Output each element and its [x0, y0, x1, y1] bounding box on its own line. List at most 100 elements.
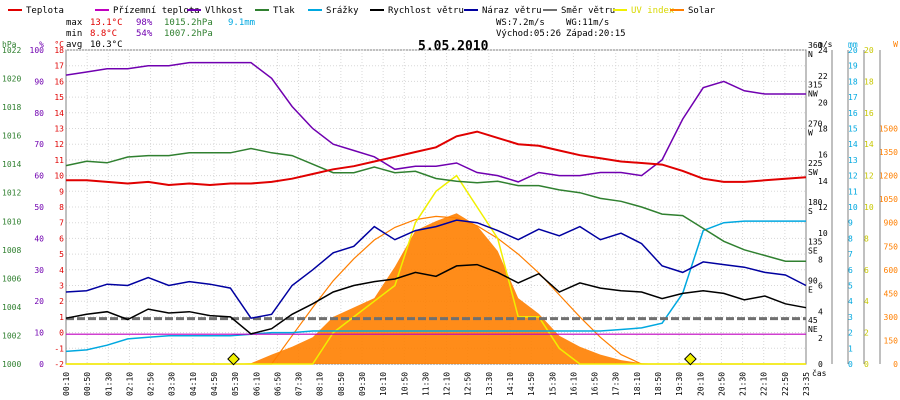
x-tick-label: 08:50: [337, 372, 346, 396]
axis-uv-tick: 14: [864, 140, 874, 149]
axis-mm-tick: 13: [848, 156, 858, 165]
axis-hpa-tick: 1006: [2, 274, 21, 283]
sunset-marker: [684, 352, 697, 366]
axis-temp-unit: °C: [54, 40, 64, 49]
stats-wind-gust: WG:11m/s: [566, 18, 609, 28]
axis-temp-tick: 3: [59, 282, 64, 291]
axis-temp-tick: 2: [59, 297, 64, 306]
axis-w-unit: W: [893, 40, 898, 49]
axis-temp-tick: 16: [54, 77, 64, 86]
axis-mm-tick: 16: [848, 109, 858, 118]
axis-ms-tick: 18: [818, 125, 828, 134]
axis-hpa-tick: 1014: [2, 160, 21, 169]
axis-direction-deg: 270: [808, 120, 823, 129]
axis-ms-tick: 22: [818, 72, 828, 81]
axis-temp-tick: -2: [54, 360, 64, 369]
axis-temp-tick: 0: [59, 329, 64, 338]
legend-item-uv: UV index: [613, 6, 675, 16]
axis-mm-tick: 15: [848, 125, 858, 134]
axis-direction-label: N: [808, 50, 813, 59]
x-tick-label: 06:50: [273, 372, 282, 396]
sunrise-marker: [227, 352, 240, 366]
axis-uv: 0 2 4 6 8 10 12 14 16 18 20: [864, 46, 874, 369]
axis-temp-tick: 4: [59, 266, 64, 275]
axis-temp-tick: 14: [54, 109, 64, 118]
axis-ms-tick: 12: [818, 203, 828, 212]
axis-mm-tick: 8: [848, 234, 853, 243]
stats-rain-total: 9.1mm: [228, 18, 255, 28]
stats-min-label: min: [66, 29, 82, 39]
axis-w-tick: 1200: [879, 172, 898, 181]
x-tick-label: 20:10: [696, 372, 705, 396]
axis-mm-tick: 17: [848, 93, 858, 102]
x-tick-label: 04:10: [189, 372, 198, 396]
legend-label: Srážky: [326, 6, 359, 16]
axis-w-tick: 1350: [879, 148, 898, 157]
x-tick-label: 12:50: [464, 372, 473, 396]
axis-uv-tick: 10: [864, 203, 874, 212]
x-axis: 00:10 00:50 01:30 02:10 02:50 03:30 04:10 04:50…: [62, 368, 827, 396]
axis-direction-deg: 135: [808, 237, 823, 246]
axis-pct-tick: 90: [34, 77, 44, 86]
axis-hpa-tick: 1018: [2, 103, 21, 112]
axis-ms-tick: 6: [818, 282, 823, 291]
stats-max-hum: 98%: [136, 18, 153, 28]
stats-max-press: 1015.2hPa: [164, 18, 213, 28]
series-uv: [66, 174, 806, 365]
axis-temp-tick: -1: [54, 344, 64, 353]
x-tick-label: 06:10: [252, 372, 261, 396]
legend-item-rain: Srážky: [308, 6, 359, 16]
x-tick-label: 16:10: [569, 372, 578, 396]
axis-pct-tick: 50: [34, 203, 44, 212]
axis-w-tick: 600: [884, 266, 899, 275]
axis-w-tick: 1050: [879, 195, 898, 204]
legend-label: Rychlost větru: [388, 6, 464, 16]
axis-pct-unit: %: [39, 40, 44, 49]
axis-direction-label: NE: [808, 325, 818, 334]
series-wind-speed: [65, 263, 807, 335]
axis-hpa-tick: 1020: [2, 75, 21, 84]
series-temperature: [66, 130, 807, 187]
axis-uv-tick: 20: [864, 46, 874, 55]
axis-ms-tick: 0: [818, 360, 823, 369]
stats-min-hum: 54%: [136, 29, 153, 39]
axis-pct-tick: 30: [34, 266, 44, 275]
axis-mm-tick: 4: [848, 297, 853, 306]
x-tick-label: 19:30: [675, 372, 684, 396]
axis-pct: % 0 10 20 30 40 50 60 70 80 90 100: [30, 40, 45, 369]
axis-ms-tick: 20: [818, 98, 828, 107]
stats-avg-label: avg: [66, 40, 82, 50]
legend: Teplota Přízemní teplota Vlhkost Tlak Srážky…: [8, 6, 716, 16]
x-tick-label: 10:50: [400, 372, 409, 396]
x-tick-label: 18:50: [654, 372, 663, 396]
axis-ms-tick: 24: [818, 46, 828, 55]
axis-mm-tick: 6: [848, 266, 853, 275]
x-tick-label: 08:10: [316, 372, 325, 396]
chart-title: 5.05.2010: [418, 39, 489, 54]
x-tick-label: 04:50: [210, 372, 219, 396]
legend-item-temperature: Teplota: [8, 6, 64, 16]
axis-w-tick: 450: [884, 289, 899, 298]
axis-uv-tick: 0: [864, 360, 869, 369]
legend-item-feels_like: Přízemní teplota: [95, 6, 200, 16]
x-tick-label: 23:35: [802, 372, 811, 396]
axis-uv-tick: 4: [864, 297, 869, 306]
axis-mm-tick: 0: [848, 360, 853, 369]
x-tick-label: 05:30: [231, 372, 240, 396]
axis-w-tick: 900: [884, 219, 899, 228]
axis-hpa: hPa 1000 1002 1004 1006 1008 1010 1012 1014 1016 1…: [2, 40, 21, 369]
legend-label: Náraz větru: [482, 6, 542, 16]
legend-label: Teplota: [26, 6, 64, 16]
axis-hpa-tick: 1002: [2, 331, 21, 340]
axis-direction-label: S: [808, 207, 813, 216]
axis-pct-tick: 0: [39, 360, 44, 369]
axis-mm-unit: mm: [848, 40, 858, 49]
axis-pct-tick: 70: [34, 140, 44, 149]
axis-mm-tick: 14: [848, 140, 858, 149]
legend-label: Vlhkost: [205, 6, 243, 16]
axis-temp-tick: 11: [54, 156, 64, 165]
